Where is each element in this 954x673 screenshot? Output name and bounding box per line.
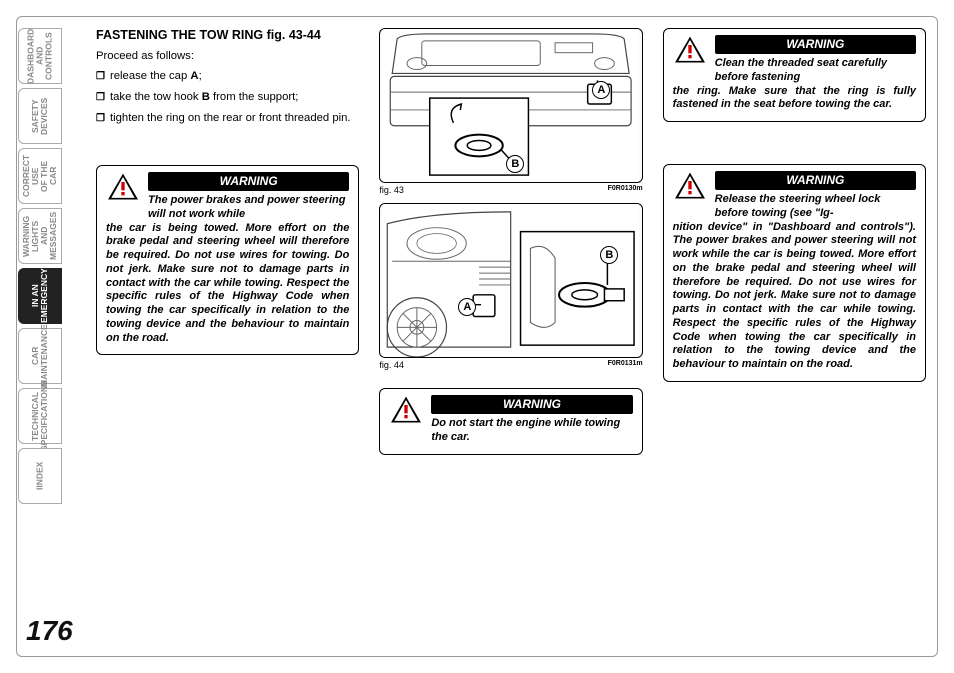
- warning-title: WARNING: [148, 172, 349, 191]
- warning-triangle-icon: [389, 395, 423, 425]
- figure-44-caption-row: fig. 44 F0R0131m: [379, 360, 642, 370]
- bullet-text: take the tow hook B from the support;: [110, 89, 359, 106]
- tab-warning-lights[interactable]: WARNING LIGHTS AND MESSAGES: [18, 208, 62, 264]
- figure-44-caption: fig. 44: [379, 360, 404, 370]
- warning-body: nition device" in "Dashboard and control…: [673, 221, 916, 372]
- tab-index[interactable]: IINDEX: [18, 448, 62, 504]
- bullet-marker-icon: ❒: [96, 110, 110, 127]
- figure-43-caption: fig. 43: [379, 185, 404, 195]
- page-number: 176: [26, 615, 73, 647]
- warning-triangle-icon: [673, 35, 707, 65]
- warning-title: WARNING: [715, 171, 916, 190]
- intro-text: Proceed as follows:: [96, 49, 359, 64]
- warning-lead: Clean the threaded seat carefully before…: [715, 57, 916, 85]
- warning-body: the car is being towed. More effort on t…: [106, 222, 349, 346]
- warning-triangle-icon: [673, 171, 707, 201]
- bullet-text: release the cap A;: [110, 68, 359, 85]
- bullet-item: ❒ take the tow hook B from the support;: [96, 89, 359, 106]
- warning-box-engine: WARNING Do not start the engine while to…: [379, 388, 642, 455]
- figure-44-illustration: [380, 204, 641, 357]
- nav-tabs: DASHBOARD AND CONTROLS SAFETY DEVICES CO…: [18, 28, 62, 508]
- figure-43-code: F0R0130m: [608, 185, 643, 195]
- bullet-text: tighten the ring on the rear or front th…: [110, 110, 359, 127]
- tab-correct-use[interactable]: CORRECT USE OF THE CAR: [18, 148, 62, 204]
- tab-safety[interactable]: SAFETY DEVICES: [18, 88, 62, 144]
- figure-44: A B: [379, 203, 642, 358]
- figure-43-caption-row: fig. 43 F0R0130m: [379, 185, 642, 195]
- bullet-list: ❒ release the cap A; ❒ take the tow hook…: [96, 68, 359, 131]
- warning-box-brakes: WARNING The power brakes and power steer…: [96, 165, 359, 355]
- tab-maintenance[interactable]: CAR MAINTENANCE: [18, 328, 62, 384]
- column-3: WARNING Clean the threaded seat carefull…: [663, 28, 926, 645]
- warning-lead: The power brakes and power steering will…: [148, 194, 349, 222]
- figure-43: A B: [379, 28, 642, 183]
- warning-box-thread: WARNING Clean the threaded seat carefull…: [663, 28, 926, 122]
- bullet-marker-icon: ❒: [96, 68, 110, 85]
- tab-specs[interactable]: TECHNICAL SPECIFICATIONS: [18, 388, 62, 444]
- warning-triangle-icon: [106, 172, 140, 202]
- warning-title: WARNING: [715, 35, 916, 54]
- warning-body: the ring. Make sure that the ring is ful…: [673, 85, 916, 113]
- figure-44-code: F0R0131m: [608, 360, 643, 370]
- bullet-item: ❒ tighten the ring on the rear or front …: [96, 110, 359, 127]
- section-heading: FASTENING THE TOW RING fig. 43-44: [96, 28, 359, 43]
- tab-dashboard[interactable]: DASHBOARD AND CONTROLS: [18, 28, 62, 84]
- bullet-item: ❒ release the cap A;: [96, 68, 359, 85]
- warning-lead: Do not start the engine while towing the…: [431, 417, 632, 445]
- column-2: A B fig. 43 F0R0130m: [379, 28, 642, 645]
- content-area: FASTENING THE TOW RING fig. 43-44 Procee…: [96, 28, 926, 645]
- warning-lead: Release the steering wheel lock before t…: [715, 193, 916, 221]
- column-1: FASTENING THE TOW RING fig. 43-44 Procee…: [96, 28, 359, 645]
- warning-title: WARNING: [431, 395, 632, 414]
- bullet-marker-icon: ❒: [96, 89, 110, 106]
- warning-box-steering: WARNING Release the steering wheel lock …: [663, 164, 926, 382]
- tab-emergency[interactable]: IN AN EMERGENCY: [18, 268, 62, 324]
